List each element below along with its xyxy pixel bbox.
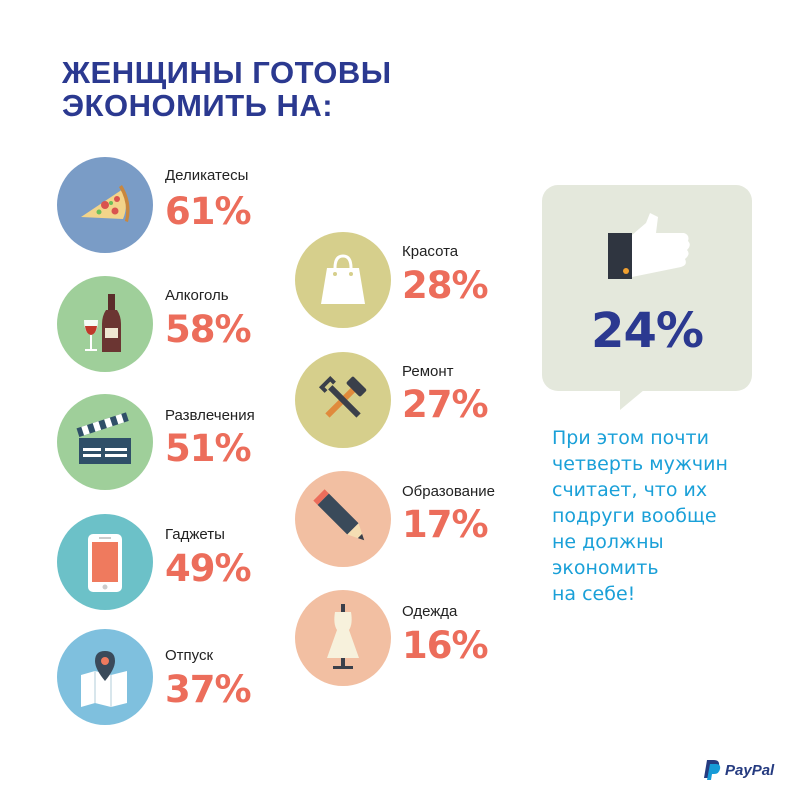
category-vacation (57, 629, 153, 725)
label-vacation: Отпуск (165, 647, 214, 664)
label-clothing: Одежда (402, 603, 458, 620)
title-line-1: ЖЕНЩИНЫ ГОТОВЫ (62, 55, 392, 90)
note-line-3: считает, что их (552, 479, 708, 501)
label-delicacies: Деликатесы (165, 167, 249, 184)
category-repair (295, 352, 391, 448)
category-alcohol (57, 276, 153, 372)
label-gadgets: Гаджеты (165, 526, 225, 543)
map-pin-icon (81, 651, 127, 707)
percent-clothing: 16% (402, 624, 489, 667)
category-education (295, 471, 391, 567)
paypal-logo: PayPal (703, 760, 774, 780)
pencil-icon (313, 489, 365, 541)
category-gadgets (57, 514, 153, 610)
men-percent: 24% (591, 303, 704, 359)
label-repair: Ремонт (402, 363, 454, 380)
percent-education: 17% (402, 503, 489, 546)
shopping-bag-icon (321, 254, 365, 304)
bubble-tail (620, 390, 644, 410)
label-beauty: Красота (402, 243, 459, 260)
clapperboard-icon (76, 412, 131, 464)
men-stat-bubble: 24% (542, 185, 752, 391)
men-note: При этом почти четверть мужчин считает, … (552, 425, 752, 607)
brand-name: PayPal (725, 761, 775, 779)
page-title: ЖЕНЩИНЫ ГОТОВЫ ЭКОНОМИТЬ НА: (62, 56, 392, 122)
tools-icon (318, 375, 367, 418)
note-line-7: на себе! (552, 583, 636, 605)
percent-vacation: 37% (165, 668, 252, 711)
label-alcohol: Алкоголь (165, 287, 229, 304)
note-line-2: четверть мужчин (552, 453, 728, 475)
note-line-6: экономить (552, 557, 659, 579)
category-clothing (295, 590, 391, 686)
category-delicacies (57, 157, 153, 253)
percent-repair: 27% (402, 383, 489, 426)
dress-icon (327, 604, 359, 669)
percent-gadgets: 49% (165, 547, 252, 590)
percent-delicacies: 61% (165, 190, 252, 233)
label-entertainment: Развлечения (165, 407, 255, 424)
note-line-4: подруги вообще (552, 505, 717, 527)
smartphone-icon (88, 534, 122, 592)
category-beauty (295, 232, 391, 328)
label-education: Образование (402, 483, 495, 500)
note-line-5: не должны (552, 531, 664, 553)
note-line-1: При этом почти (552, 427, 709, 449)
category-entertainment (57, 394, 153, 490)
title-line-2: ЭКОНОМИТЬ НА: (62, 88, 334, 123)
percent-beauty: 28% (402, 264, 489, 307)
pizza-icon (81, 185, 130, 222)
wine-icon (84, 294, 121, 352)
paypal-icon (704, 760, 721, 780)
percent-entertainment: 51% (165, 427, 252, 470)
thumbs-up-icon (608, 213, 690, 279)
percent-alcohol: 58% (165, 308, 252, 351)
